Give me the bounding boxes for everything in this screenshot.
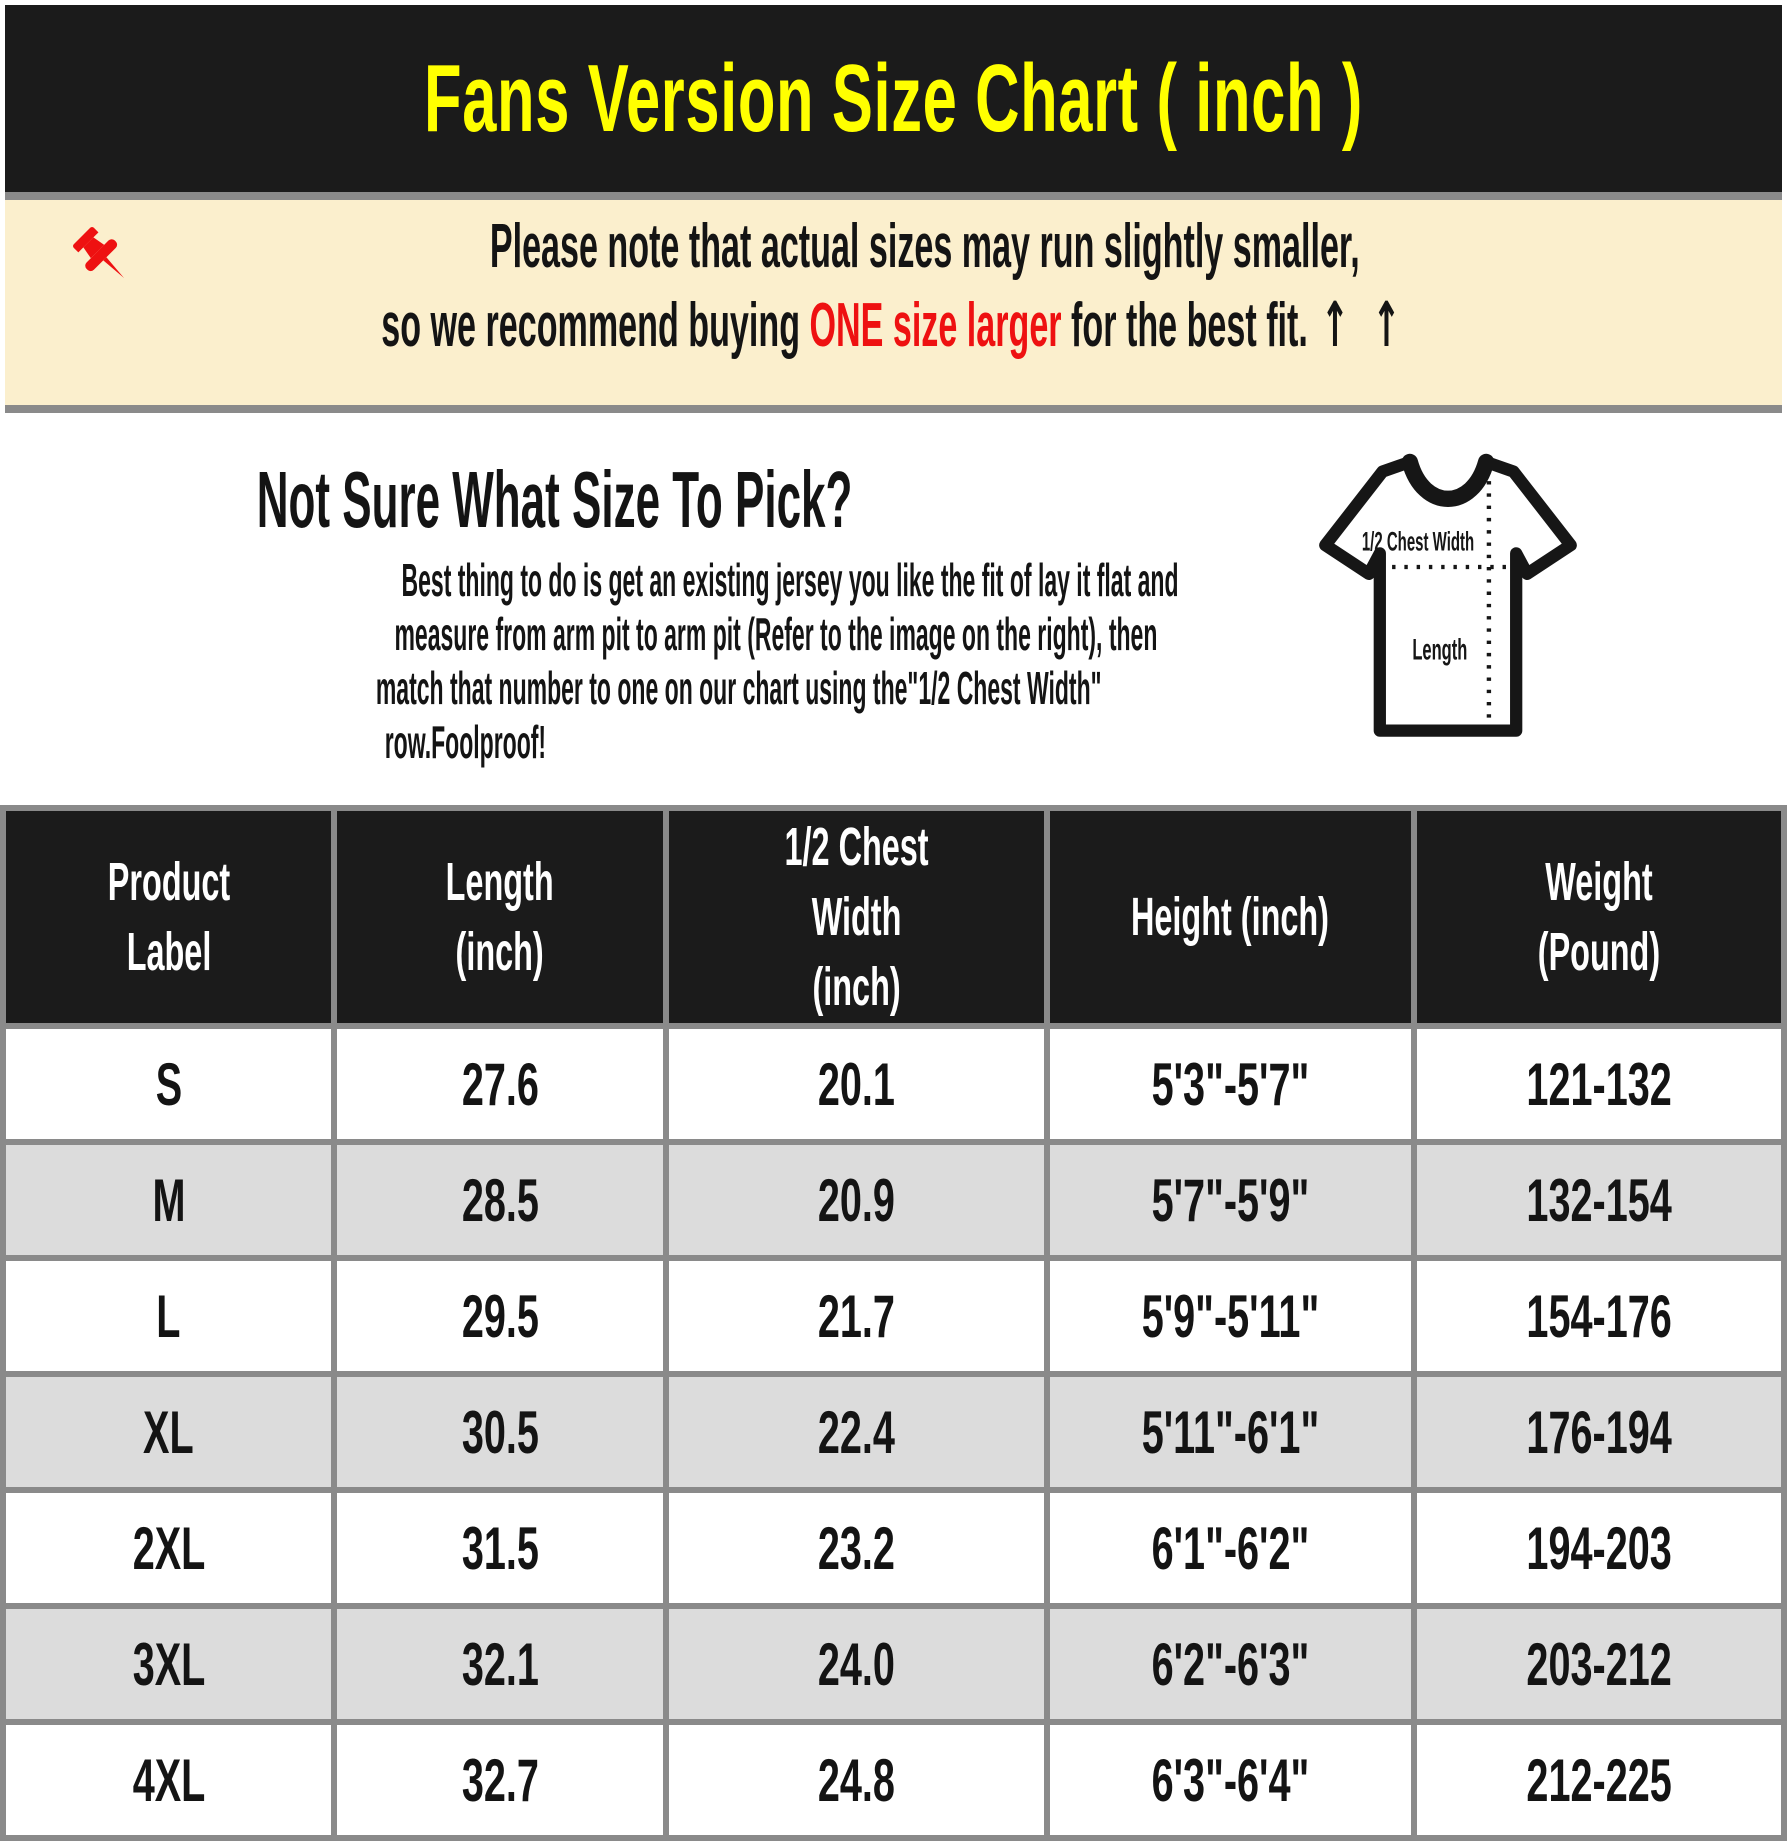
- weight-cell: 176-194: [1410, 1371, 1787, 1493]
- size-label-cell: 2XL: [0, 1487, 338, 1609]
- length-cell: 31.5: [331, 1487, 669, 1609]
- pushpin-icon: [72, 227, 124, 279]
- title-bar: Fans Version Size Chart ( inch ): [5, 5, 1782, 192]
- note-line-2: so we recommend buying ONE size larger f…: [0, 290, 1787, 361]
- size-chart-table: Product Label Length (inch) 1/2 Chest Wi…: [0, 805, 1787, 1841]
- header-row: Product Label Length (inch) 1/2 Chest Wi…: [0, 805, 1787, 1029]
- size-label-cell: XL: [0, 1371, 338, 1493]
- header-chest-width: 1/2 Chest Width (inch): [662, 805, 1050, 1029]
- top-sections: Fans Version Size Chart ( inch ) Please …: [0, 0, 1787, 805]
- size-label-cell: L: [0, 1255, 338, 1377]
- header-weight: Weight (Pound): [1410, 805, 1787, 1029]
- size-guide-section: Not Sure What Size To Pick? Best thing t…: [5, 413, 1782, 805]
- length-cell: 32.1: [331, 1603, 669, 1725]
- size-label-cell: M: [0, 1139, 338, 1261]
- section-divider: [5, 405, 1782, 413]
- section-divider: [5, 192, 1782, 200]
- length-cell: 30.5: [331, 1371, 669, 1493]
- chest-cell: 22.4: [662, 1371, 1050, 1493]
- tshirt-measurement-diagram: 1/2 Chest Width Length: [1310, 447, 1586, 747]
- weight-cell: 132-154: [1410, 1139, 1787, 1261]
- header-length: Length (inch): [331, 805, 669, 1029]
- tshirt-icon: 1/2 Chest Width Length: [1319, 453, 1577, 737]
- height-cell: 5'7"-5'9": [1043, 1139, 1417, 1261]
- chest-cell: 20.9: [662, 1139, 1050, 1261]
- length-cell: 28.5: [331, 1139, 669, 1261]
- length-cell: 27.6: [331, 1023, 669, 1145]
- guide-text-block: Not Sure What Size To Pick? Best thing t…: [13, 455, 1179, 769]
- length-cell: 29.5: [331, 1255, 669, 1377]
- height-cell: 6'3"-6'4": [1043, 1719, 1417, 1841]
- size-row-l: L 29.5 21.7 5'9"-5'11" 154-176: [0, 1255, 1787, 1377]
- chest-cell: 20.1: [662, 1023, 1050, 1145]
- header-height: Height (inch): [1043, 805, 1417, 1029]
- guide-body-line: measure from arm pit to arm pit (Refer t…: [394, 608, 1158, 660]
- height-cell: 5'3"-5'7": [1043, 1023, 1417, 1145]
- note-line2-highlight: ONE size larger: [809, 291, 1062, 360]
- weight-cell: 121-132: [1410, 1023, 1787, 1145]
- page-title: Fans Version Size Chart ( inch ): [424, 44, 1363, 152]
- header-product-label: Product Label: [0, 805, 338, 1029]
- size-row-4xl: 4XL 32.7 24.8 6'3"-6'4" 212-225: [0, 1719, 1787, 1841]
- height-cell: 5'11"-6'1": [1043, 1371, 1417, 1493]
- size-label-cell: S: [0, 1023, 338, 1145]
- guide-body-line: Best thing to do is get an existing jers…: [401, 554, 1179, 606]
- size-label-cell: 4XL: [0, 1719, 338, 1841]
- size-row-s: S 27.6 20.1 5'3"-5'7" 121-132: [0, 1023, 1787, 1145]
- size-row-xl: XL 30.5 22.4 5'11"-6'1" 176-194: [0, 1371, 1787, 1493]
- size-label-cell: 3XL: [0, 1603, 338, 1725]
- guide-body-line: row.Foolproof!: [384, 716, 547, 768]
- height-cell: 5'9"-5'11": [1043, 1255, 1417, 1377]
- note-section: Please note that actual sizes may run sl…: [5, 200, 1782, 405]
- chest-cell: 24.0: [662, 1603, 1050, 1725]
- note-line-1: Please note that actual sizes may run sl…: [72, 212, 1716, 282]
- size-row-2xl: 2XL 31.5 23.2 6'1"-6'2" 194-203: [0, 1487, 1787, 1609]
- note-line2-text: so we recommend buying ONE size larger f…: [381, 290, 1406, 361]
- up-arrows-icon: ↑ ↑: [1320, 288, 1406, 361]
- length-label: Length: [1412, 634, 1467, 667]
- guide-body-line: match that number to one on our chart us…: [375, 662, 1102, 714]
- weight-cell: 154-176: [1410, 1255, 1787, 1377]
- note-line2-suffix: for the best fit.: [1061, 291, 1318, 360]
- chest-cell: 21.7: [662, 1255, 1050, 1377]
- chest-width-label: 1/2 Chest Width: [1362, 526, 1474, 557]
- chest-cell: 24.8: [662, 1719, 1050, 1841]
- note-line2-prefix: so we recommend buying: [381, 291, 810, 360]
- height-cell: 6'1"-6'2": [1043, 1487, 1417, 1609]
- chest-cell: 23.2: [662, 1487, 1050, 1609]
- weight-cell: 212-225: [1410, 1719, 1787, 1841]
- weight-cell: 203-212: [1410, 1603, 1787, 1725]
- size-row-3xl: 3XL 32.1 24.0 6'2"-6'3" 203-212: [0, 1603, 1787, 1725]
- size-row-m: M 28.5 20.9 5'7"-5'9" 132-154: [0, 1139, 1787, 1261]
- note-line1-text: Please note that actual sizes may run sl…: [489, 212, 1360, 281]
- length-cell: 32.7: [331, 1719, 669, 1841]
- weight-cell: 194-203: [1410, 1487, 1787, 1609]
- guide-heading: Not Sure What Size To Pick?: [256, 455, 853, 544]
- height-cell: 6'2"-6'3": [1043, 1603, 1417, 1725]
